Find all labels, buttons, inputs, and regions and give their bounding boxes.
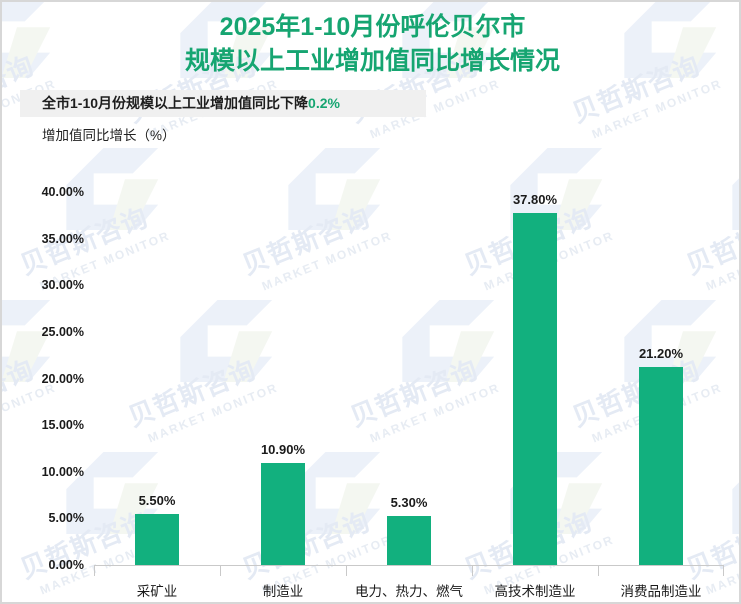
x-axis-labels: 采矿业 制造业 电力、热力、燃气 高技术制造业 消费品制造业 [94, 580, 724, 600]
x-axis-category-label: 消费品制造业 [620, 584, 702, 599]
bar-value-label: 21.20% [638, 346, 684, 362]
bar[interactable] [639, 367, 683, 565]
bar-value-label: 5.30% [390, 494, 428, 510]
y-tick-label: 0.00% [48, 558, 84, 572]
x-axis-tick-marks [94, 565, 724, 577]
bar-series: 5.50% 10.90% 5.30% 37.80% 21.20% [94, 192, 724, 565]
x-tick-mark [472, 565, 473, 576]
bar-slot: 37.80% [472, 192, 598, 565]
x-axis-category-label: 电力、热力、燃气 [355, 584, 463, 599]
bar[interactable] [135, 513, 179, 565]
bar[interactable] [513, 212, 557, 565]
x-axis-category-label: 制造业 [262, 584, 304, 599]
bar[interactable] [387, 515, 431, 565]
subtitle-container: 全市1-10月份规模以上工业增加值同比下降0.2% [20, 90, 426, 117]
bar-slot: 5.30% [346, 192, 472, 565]
title-line-1: 2025年1-10月份呼伦贝尔市 [219, 13, 526, 41]
x-tick-mark [220, 565, 221, 576]
x-tick-mark [723, 565, 724, 576]
bar-slot: 5.50% [94, 192, 220, 565]
y-axis-ticks: 0.00% 5.00% 10.00% 15.00% 20.00% 25.00% 30.00%… [2, 185, 94, 572]
y-tick-label: 35.00% [41, 231, 84, 246]
y-tick-label: 15.00% [41, 418, 84, 433]
y-tick-label: 25.00% [41, 324, 84, 339]
x-axis-line [94, 565, 724, 566]
x-axis-category-label: 采矿业 [136, 584, 178, 599]
bar-slot: 21.20% [598, 192, 724, 565]
x-tick-mark [598, 565, 599, 576]
y-tick-label: 30.00% [41, 278, 84, 293]
bar-slot: 10.90% [220, 192, 346, 565]
subtitle-text: 全市1-10月份规模以上工业增加值同比下降 [42, 95, 309, 111]
page-title: 2025年1-10月份呼伦贝尔市 规模以上工业增加值同比增长情况 [2, 10, 739, 78]
y-tick-label: 5.00% [48, 511, 84, 526]
subtitle-highlight-value: 0.2% [308, 95, 340, 111]
y-tick-label: 40.00% [41, 185, 84, 199]
watermark-en-text: MARKET MONITOR [589, 76, 725, 142]
bar-value-label: 5.50% [138, 492, 176, 508]
x-axis-category-label: 高技术制造业 [494, 584, 576, 599]
subtitle-banner: 全市1-10月份规模以上工业增加值同比下降0.2% [20, 90, 426, 117]
y-tick-label: 20.00% [41, 371, 84, 386]
y-axis-caption: 增加值同比增长（%） [42, 128, 176, 143]
watermark-logo-icon [732, 482, 739, 535]
y-tick-label: 10.00% [41, 464, 84, 479]
x-tick-mark [94, 565, 95, 576]
watermark-logo-icon [732, 178, 739, 231]
bar-value-label: 10.90% [260, 442, 306, 458]
plot-area: 5.50% 10.90% 5.30% 37.80% 21.20% [94, 192, 724, 565]
bar[interactable] [261, 463, 305, 565]
x-tick-mark [346, 565, 347, 576]
title-line-2: 规模以上工业增加值同比增长情况 [184, 47, 560, 75]
bar-value-label: 37.80% [512, 191, 558, 207]
